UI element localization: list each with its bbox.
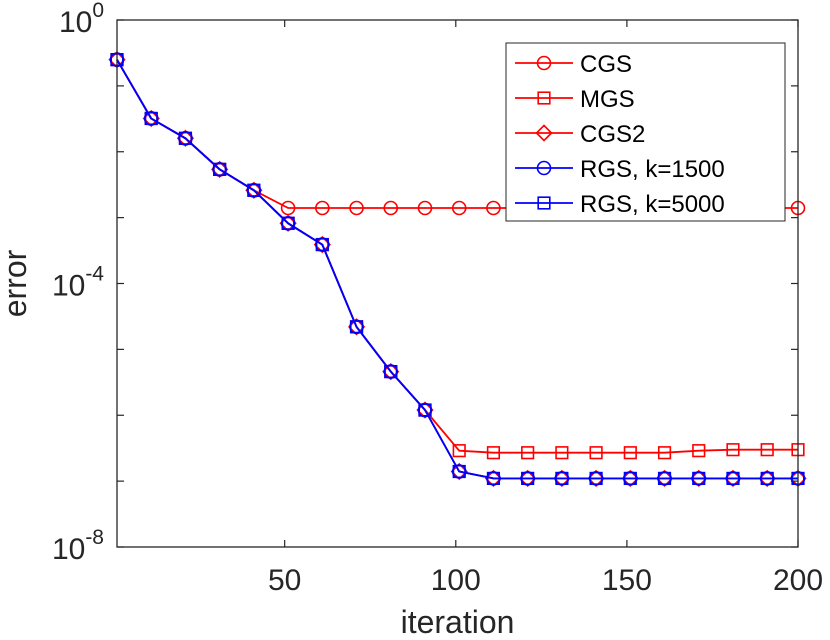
legend-item: CGS [515, 51, 632, 78]
x-tick-label: 50 [268, 564, 301, 597]
legend-label: CGS [580, 51, 632, 78]
data-point [280, 200, 296, 216]
data-point [555, 471, 569, 485]
data-point [451, 200, 467, 216]
y-tick-exponent: 0 [92, 0, 104, 22]
data-point [281, 216, 295, 230]
data-point [417, 200, 433, 216]
legend-marker [537, 196, 551, 210]
data-point [213, 162, 227, 176]
legend-marker [537, 91, 551, 105]
x-tick-label: 150 [602, 564, 652, 597]
series-line [116, 59, 798, 480]
data-point [349, 200, 364, 216]
legend: CGS MGS CGS2 RGS, k=1500 RGS, k=5000 [505, 42, 786, 222]
data-point [726, 443, 740, 457]
data-point [315, 237, 329, 252]
data-point [692, 471, 706, 485]
legend-label: RGS, k=1500 [580, 156, 725, 183]
legend-label: MGS [580, 86, 635, 113]
data-point [692, 444, 706, 458]
x-tick-label: 200 [773, 564, 823, 597]
data-point [418, 403, 432, 417]
data-point [623, 446, 637, 460]
data-point [521, 471, 535, 485]
data-point [486, 200, 501, 216]
data-point [657, 471, 672, 485]
legend-marker [536, 55, 552, 71]
legend-box [505, 42, 786, 222]
data-point [247, 183, 261, 197]
data-point [486, 471, 501, 485]
y-tick-base: 10 [52, 270, 85, 303]
legend-label: CGS2 [580, 121, 645, 148]
y-tick-exponent: -4 [85, 263, 104, 286]
y-tick-label: 10-8 [52, 526, 104, 566]
data-point [178, 131, 193, 145]
y-tick-label: 10-4 [52, 263, 104, 303]
ticks-layer [117, 19, 799, 548]
legend-item: RGS, k=5000 [515, 191, 725, 218]
data-point [657, 446, 672, 460]
y-tick-base: 10 [59, 6, 92, 39]
data-point [589, 471, 603, 485]
legend-item: RGS, k=1500 [515, 156, 725, 183]
data-point [555, 446, 569, 460]
data-point [144, 111, 158, 126]
data-point [383, 200, 399, 216]
y-tick-base: 10 [52, 533, 85, 566]
legend-item: MGS [515, 86, 635, 113]
legend-marker [536, 160, 552, 176]
data-point [760, 443, 774, 457]
data-point [315, 200, 330, 216]
legend-item: CGS2 [515, 121, 645, 148]
data-point [589, 446, 603, 460]
data-point [452, 464, 466, 479]
data-point [623, 471, 637, 485]
y-axis-title: error [0, 249, 33, 317]
data-point [726, 471, 740, 485]
legend-label: RGS, k=5000 [580, 191, 725, 218]
data-point [349, 320, 364, 334]
x-axis-title: iteration [401, 604, 515, 640]
legend-marker [535, 124, 553, 142]
data-point [384, 364, 398, 379]
x-tick-label: 100 [431, 564, 481, 597]
data-point [452, 444, 466, 458]
data-point [486, 446, 501, 460]
data-point [521, 446, 535, 460]
y-tick-label: 100 [59, 0, 104, 39]
y-tick-exponent: -8 [85, 526, 104, 549]
data-point [760, 471, 774, 485]
